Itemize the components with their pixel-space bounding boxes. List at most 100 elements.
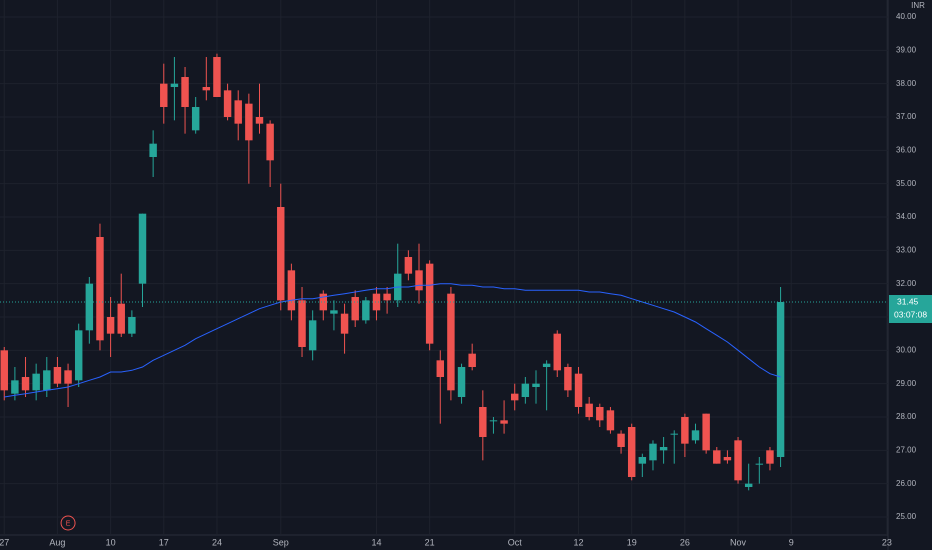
y-tick-label: 34.00	[896, 212, 917, 221]
candle-body	[500, 420, 508, 424]
y-tick-label: 32.00	[896, 279, 917, 288]
x-tick-label: 23	[882, 537, 892, 547]
candle-body	[64, 370, 72, 384]
candle-body	[53, 367, 62, 384]
candle-body	[553, 333, 561, 371]
candle-body	[351, 297, 359, 321]
x-tick-label: Sep	[273, 537, 289, 547]
candle-body	[617, 433, 625, 447]
candle-body	[128, 317, 136, 334]
y-tick-label: 28.00	[896, 412, 917, 421]
candle-body	[415, 270, 423, 291]
candle-body	[532, 383, 540, 387]
candle-body	[649, 443, 657, 461]
candle-body	[574, 373, 583, 407]
candle-body	[713, 450, 721, 464]
last-price-label: 31.45	[897, 296, 919, 306]
candle-body	[383, 293, 391, 301]
candle-body	[734, 440, 742, 481]
candle-body	[213, 57, 221, 97]
candle-body	[447, 293, 455, 391]
countdown-label: 03:07:08	[894, 309, 927, 319]
y-tick-label: 37.00	[896, 112, 917, 121]
earnings-marker	[60, 515, 76, 531]
y-tick-label: 29.00	[896, 379, 917, 388]
y-tick-label: 39.00	[896, 45, 917, 54]
x-tick-label: Nov	[730, 537, 747, 547]
candle-body	[468, 353, 476, 367]
candle-body	[744, 483, 753, 487]
candle-body	[308, 320, 317, 351]
currency-label: INR	[911, 1, 925, 10]
candle-body	[11, 380, 19, 394]
y-tick-label: 33.00	[896, 245, 917, 254]
candle-body	[191, 107, 200, 131]
last-price-box	[889, 295, 932, 323]
x-tick-label: 10	[106, 537, 116, 547]
y-tick-label: 35.00	[896, 179, 917, 188]
candle-body	[479, 407, 487, 437]
candle-body	[702, 413, 710, 451]
candle-body	[766, 450, 774, 464]
candle-body	[457, 367, 466, 397]
x-tick-label: Aug	[49, 537, 65, 547]
candle-body	[436, 360, 444, 377]
candle-body	[755, 463, 764, 465]
candle-body	[659, 447, 668, 451]
candle-body	[340, 313, 349, 334]
candle-body	[85, 283, 94, 331]
candle-body	[181, 77, 189, 107]
candle-body	[723, 457, 732, 461]
candle-body	[74, 330, 83, 381]
earnings-marker-label: E	[66, 520, 71, 527]
y-tick-label: 30.00	[896, 345, 917, 354]
candle-body	[585, 403, 593, 417]
y-tick-label: 25.00	[896, 512, 917, 521]
candle-body	[160, 83, 168, 107]
candle-body	[564, 367, 572, 391]
x-tick-label: 12	[574, 537, 584, 547]
candle-body	[362, 300, 370, 321]
candle-body	[149, 143, 157, 157]
x-tick-label: 27	[0, 537, 9, 547]
x-tick-label: 9	[789, 537, 794, 547]
candle-body	[404, 257, 413, 274]
candle-body	[96, 237, 104, 341]
candle-body	[627, 427, 636, 477]
x-tick-label: 14	[371, 537, 381, 547]
candle-body	[776, 302, 785, 457]
y-tick-label: 40.00	[896, 12, 917, 21]
candle-body	[277, 207, 285, 301]
candle-body	[202, 87, 211, 91]
candle-body	[106, 317, 115, 334]
candle-body	[596, 407, 604, 421]
candle-body	[255, 117, 264, 124]
x-tick-label: 19	[627, 537, 637, 547]
x-tick-label: 24	[212, 537, 222, 547]
y-tick-label: 27.00	[896, 445, 917, 454]
candle-body	[287, 270, 296, 311]
y-tick-label: 38.00	[896, 79, 917, 88]
candle-body	[670, 433, 678, 435]
candle-body	[43, 370, 51, 391]
candle-body	[681, 417, 689, 444]
y-tick-label: 26.00	[896, 479, 917, 488]
candle-body	[32, 373, 40, 391]
candle-body	[489, 420, 498, 422]
candle-body	[266, 123, 274, 161]
candle-body	[510, 393, 519, 401]
candle-body	[298, 300, 306, 347]
candle-body	[425, 263, 434, 344]
candle-body	[319, 293, 328, 311]
x-tick-label: Oct	[508, 537, 523, 547]
candle-body	[223, 90, 232, 117]
candle-body	[234, 100, 242, 124]
moving-average-line	[4, 283, 781, 398]
x-tick-label: 26	[680, 537, 690, 547]
candle-body	[117, 303, 125, 334]
candle-body	[330, 310, 338, 314]
candle-body	[138, 213, 147, 284]
candle-body	[542, 363, 551, 367]
